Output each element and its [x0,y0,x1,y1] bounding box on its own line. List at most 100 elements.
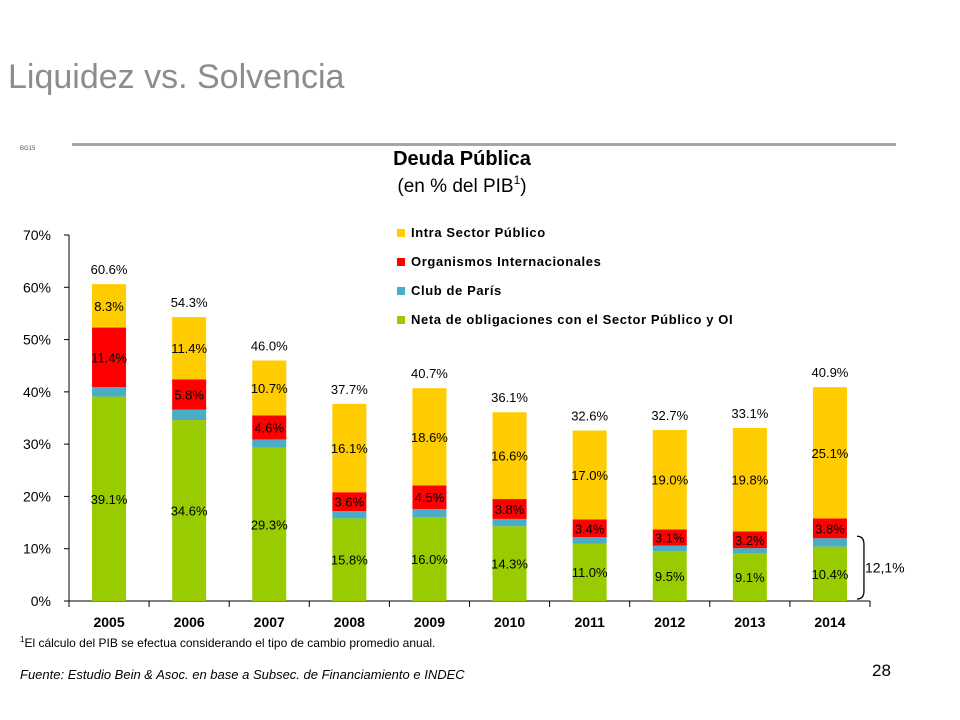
bar-segment [652,529,687,546]
data-label: 3.6% [335,495,365,510]
chart-labels: 39.1% 11.4% 8.3% 60.6% 34.6% 5.8% 11.4% 54.3% 29… [91,262,849,585]
x-tick-label: 2007 [254,614,285,630]
legend-label: Neta de obligaciones con el Sector Públi… [411,312,733,327]
bar-segment [492,518,527,527]
total-label: 33.1% [731,406,768,421]
chart-annotation: 12,1% [856,535,905,600]
bar-segment [172,317,207,380]
chart-subtitle: (en % del PIB1) [397,173,526,197]
data-label: 11.4% [171,341,207,356]
total-label: 54.3% [171,295,208,310]
data-label: 4.6% [254,420,284,435]
bar-segment [252,439,287,448]
data-label: 16.1% [331,441,368,456]
data-label: 3.1% [655,530,685,545]
x-tick-label: 2012 [654,614,685,630]
corner-code: BG15 [20,146,36,152]
annotation-bracket [856,535,865,600]
bar-segment [812,387,847,519]
total-label: 37.7% [331,382,368,397]
data-label: 4.5% [415,490,445,505]
data-label: 39.1% [91,492,128,507]
bar-segment [572,537,607,544]
subtitle-superscript: 1 [514,173,521,187]
bar-segment [492,526,527,601]
page-number: 28 [872,661,891,680]
data-label: 5.8% [174,387,204,402]
x-tick-label: 2010 [494,614,525,630]
bar-segment [412,508,447,518]
bar-segment [92,396,127,601]
legend-label: Club de París [411,283,502,298]
bar-segment [92,284,127,328]
bar-segment [332,403,367,493]
data-label: 14.3% [491,557,528,572]
bar-segment [812,546,847,601]
bar-segment [252,447,287,601]
data-label: 18.6% [411,430,448,445]
data-label: 3.4% [575,521,605,536]
footnote: 1El cálculo del PIB se efectua considera… [20,635,435,650]
total-label: 60.6% [91,262,128,277]
data-label: 9.5% [655,569,685,584]
bar-segment [732,531,767,549]
bar-segment [652,545,687,552]
y-tick-label: 40% [23,384,51,400]
bar-segment [172,379,207,410]
y-tick-label: 30% [23,436,51,452]
y-tick-label: 0% [31,593,51,609]
x-tick-label: 2006 [174,614,205,630]
data-label: 3.8% [815,521,845,536]
y-tick-label: 60% [23,279,51,295]
x-tick-label: 2014 [814,614,845,630]
source-note: Fuente: Estudio Bein & Asoc. en base a S… [20,667,465,682]
legend-swatch [397,229,405,237]
bar-segment [572,430,607,520]
bar-segment [172,409,207,421]
data-label: 19.8% [731,473,768,488]
data-label: 11.0% [572,565,608,580]
data-label: 16.6% [491,449,528,464]
data-label: 17.0% [571,468,608,483]
y-tick-label: 20% [23,488,51,504]
bar-segment [92,387,127,397]
data-label: 8.3% [94,299,124,314]
legend-swatch [397,287,405,295]
total-label: 36.1% [491,390,528,405]
bar-segment [252,415,287,440]
bar-segment [412,517,447,601]
data-label: 29.3% [251,517,288,532]
x-tick-label: 2008 [334,614,365,630]
data-label: 3.2% [735,533,765,548]
data-label: 10.7% [251,381,288,396]
total-label: 32.7% [651,408,688,423]
bar-segment [732,427,767,532]
bar-segment [332,518,367,601]
bar-segment [492,499,527,519]
bar-segment [172,420,207,601]
y-tick-label: 70% [23,227,51,243]
legend-label: Intra Sector Público [411,225,546,240]
total-label: 40.9% [812,365,849,380]
y-tick-label: 10% [23,541,51,557]
data-label: 19.0% [651,473,688,488]
total-label: 32.6% [571,409,608,424]
x-tick-label: 2011 [574,614,605,630]
legend-swatch [397,258,405,266]
data-label: 34.6% [171,504,208,519]
total-label: 40.7% [411,366,448,381]
data-label: 25.1% [812,446,849,461]
x-tick-label: 2005 [93,614,124,630]
data-label: 9.1% [735,570,765,585]
chart-legend: Intra Sector Público Organismos Internaci… [397,225,733,327]
title-rule [72,143,896,146]
data-label: 11.4% [91,350,127,365]
bar-segment [412,485,447,509]
bar-segment [732,548,767,554]
x-tick-label: 2009 [414,614,445,630]
bar-segment [252,360,287,416]
footnote-text: El cálculo del PIB se efectua consideran… [24,636,436,650]
chart-title: Deuda Pública [393,148,532,170]
bar-segment [572,519,607,538]
